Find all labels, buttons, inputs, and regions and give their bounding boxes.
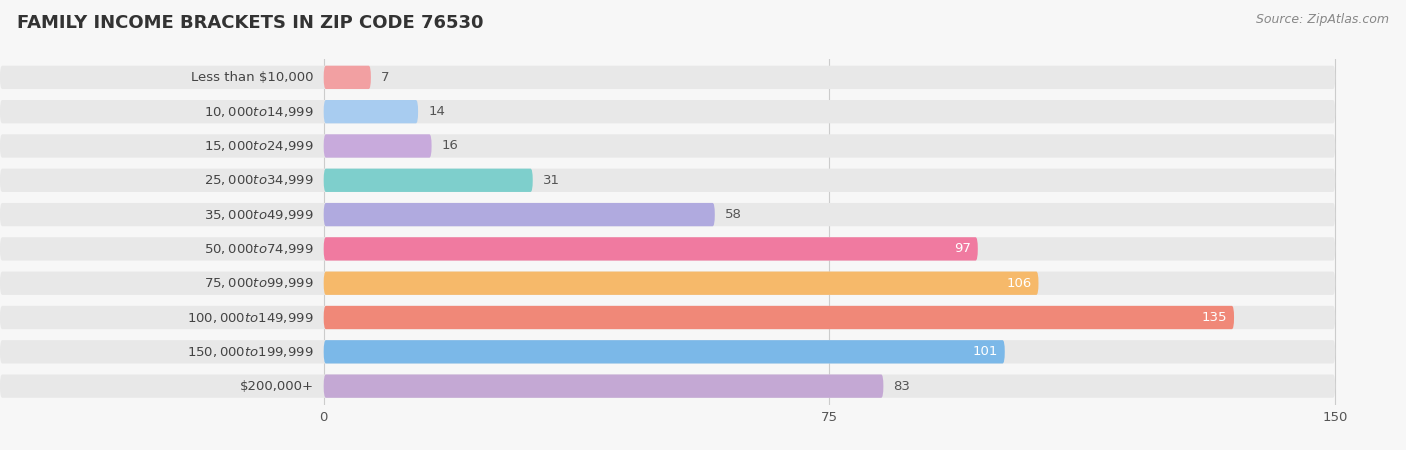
FancyBboxPatch shape — [0, 306, 1336, 329]
FancyBboxPatch shape — [323, 271, 1039, 295]
FancyBboxPatch shape — [0, 237, 1336, 261]
Text: 101: 101 — [973, 345, 998, 358]
Text: $75,000 to $99,999: $75,000 to $99,999 — [204, 276, 314, 290]
FancyBboxPatch shape — [0, 271, 1336, 295]
FancyBboxPatch shape — [323, 237, 977, 261]
FancyBboxPatch shape — [323, 340, 1005, 364]
Text: 106: 106 — [1007, 277, 1032, 290]
Text: 14: 14 — [429, 105, 446, 118]
Text: 97: 97 — [955, 243, 972, 256]
Text: 16: 16 — [441, 140, 458, 153]
FancyBboxPatch shape — [0, 100, 1336, 123]
Text: 31: 31 — [543, 174, 560, 187]
Text: 7: 7 — [381, 71, 389, 84]
Text: Less than $10,000: Less than $10,000 — [191, 71, 314, 84]
Text: 83: 83 — [893, 380, 910, 393]
Text: 135: 135 — [1202, 311, 1227, 324]
FancyBboxPatch shape — [323, 134, 432, 158]
FancyBboxPatch shape — [0, 203, 1336, 226]
Text: $15,000 to $24,999: $15,000 to $24,999 — [204, 139, 314, 153]
FancyBboxPatch shape — [323, 306, 1234, 329]
Text: $50,000 to $74,999: $50,000 to $74,999 — [204, 242, 314, 256]
FancyBboxPatch shape — [323, 203, 714, 226]
FancyBboxPatch shape — [0, 340, 1336, 364]
FancyBboxPatch shape — [0, 374, 1336, 398]
Text: 58: 58 — [725, 208, 742, 221]
Text: Source: ZipAtlas.com: Source: ZipAtlas.com — [1256, 14, 1389, 27]
FancyBboxPatch shape — [323, 169, 533, 192]
FancyBboxPatch shape — [0, 134, 1336, 158]
FancyBboxPatch shape — [323, 100, 418, 123]
FancyBboxPatch shape — [0, 66, 1336, 89]
FancyBboxPatch shape — [323, 66, 371, 89]
Text: $100,000 to $149,999: $100,000 to $149,999 — [187, 310, 314, 324]
Text: $25,000 to $34,999: $25,000 to $34,999 — [204, 173, 314, 187]
FancyBboxPatch shape — [0, 169, 1336, 192]
Text: $150,000 to $199,999: $150,000 to $199,999 — [187, 345, 314, 359]
Text: FAMILY INCOME BRACKETS IN ZIP CODE 76530: FAMILY INCOME BRACKETS IN ZIP CODE 76530 — [17, 14, 484, 32]
Text: $10,000 to $14,999: $10,000 to $14,999 — [204, 105, 314, 119]
FancyBboxPatch shape — [323, 374, 883, 398]
Text: $35,000 to $49,999: $35,000 to $49,999 — [204, 207, 314, 221]
Text: $200,000+: $200,000+ — [239, 380, 314, 393]
